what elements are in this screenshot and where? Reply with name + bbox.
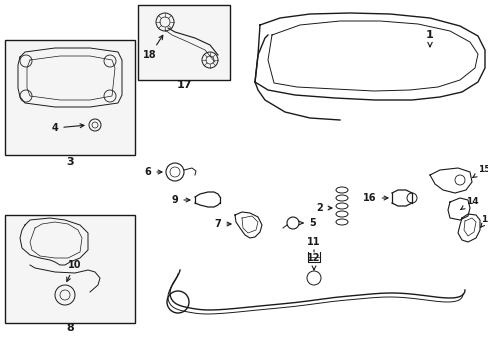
Text: 8: 8 xyxy=(66,323,74,333)
FancyBboxPatch shape xyxy=(138,5,229,80)
Text: 18: 18 xyxy=(143,35,163,60)
Text: 10: 10 xyxy=(67,260,81,282)
Text: 6: 6 xyxy=(144,167,162,177)
Text: 14: 14 xyxy=(460,198,477,210)
Text: 12: 12 xyxy=(306,253,320,270)
Text: 2: 2 xyxy=(316,203,331,213)
Text: 13: 13 xyxy=(480,216,488,228)
Text: 5: 5 xyxy=(298,218,316,228)
FancyBboxPatch shape xyxy=(5,40,135,155)
FancyBboxPatch shape xyxy=(5,215,135,323)
Text: 15: 15 xyxy=(471,166,488,177)
Text: 3: 3 xyxy=(66,157,74,167)
Text: 4: 4 xyxy=(52,123,84,133)
Text: 11: 11 xyxy=(306,237,320,252)
Text: 16: 16 xyxy=(363,193,387,203)
Text: 1: 1 xyxy=(425,30,433,47)
Text: 17: 17 xyxy=(176,80,191,90)
Text: 9: 9 xyxy=(171,195,190,205)
Text: 7: 7 xyxy=(214,219,230,229)
